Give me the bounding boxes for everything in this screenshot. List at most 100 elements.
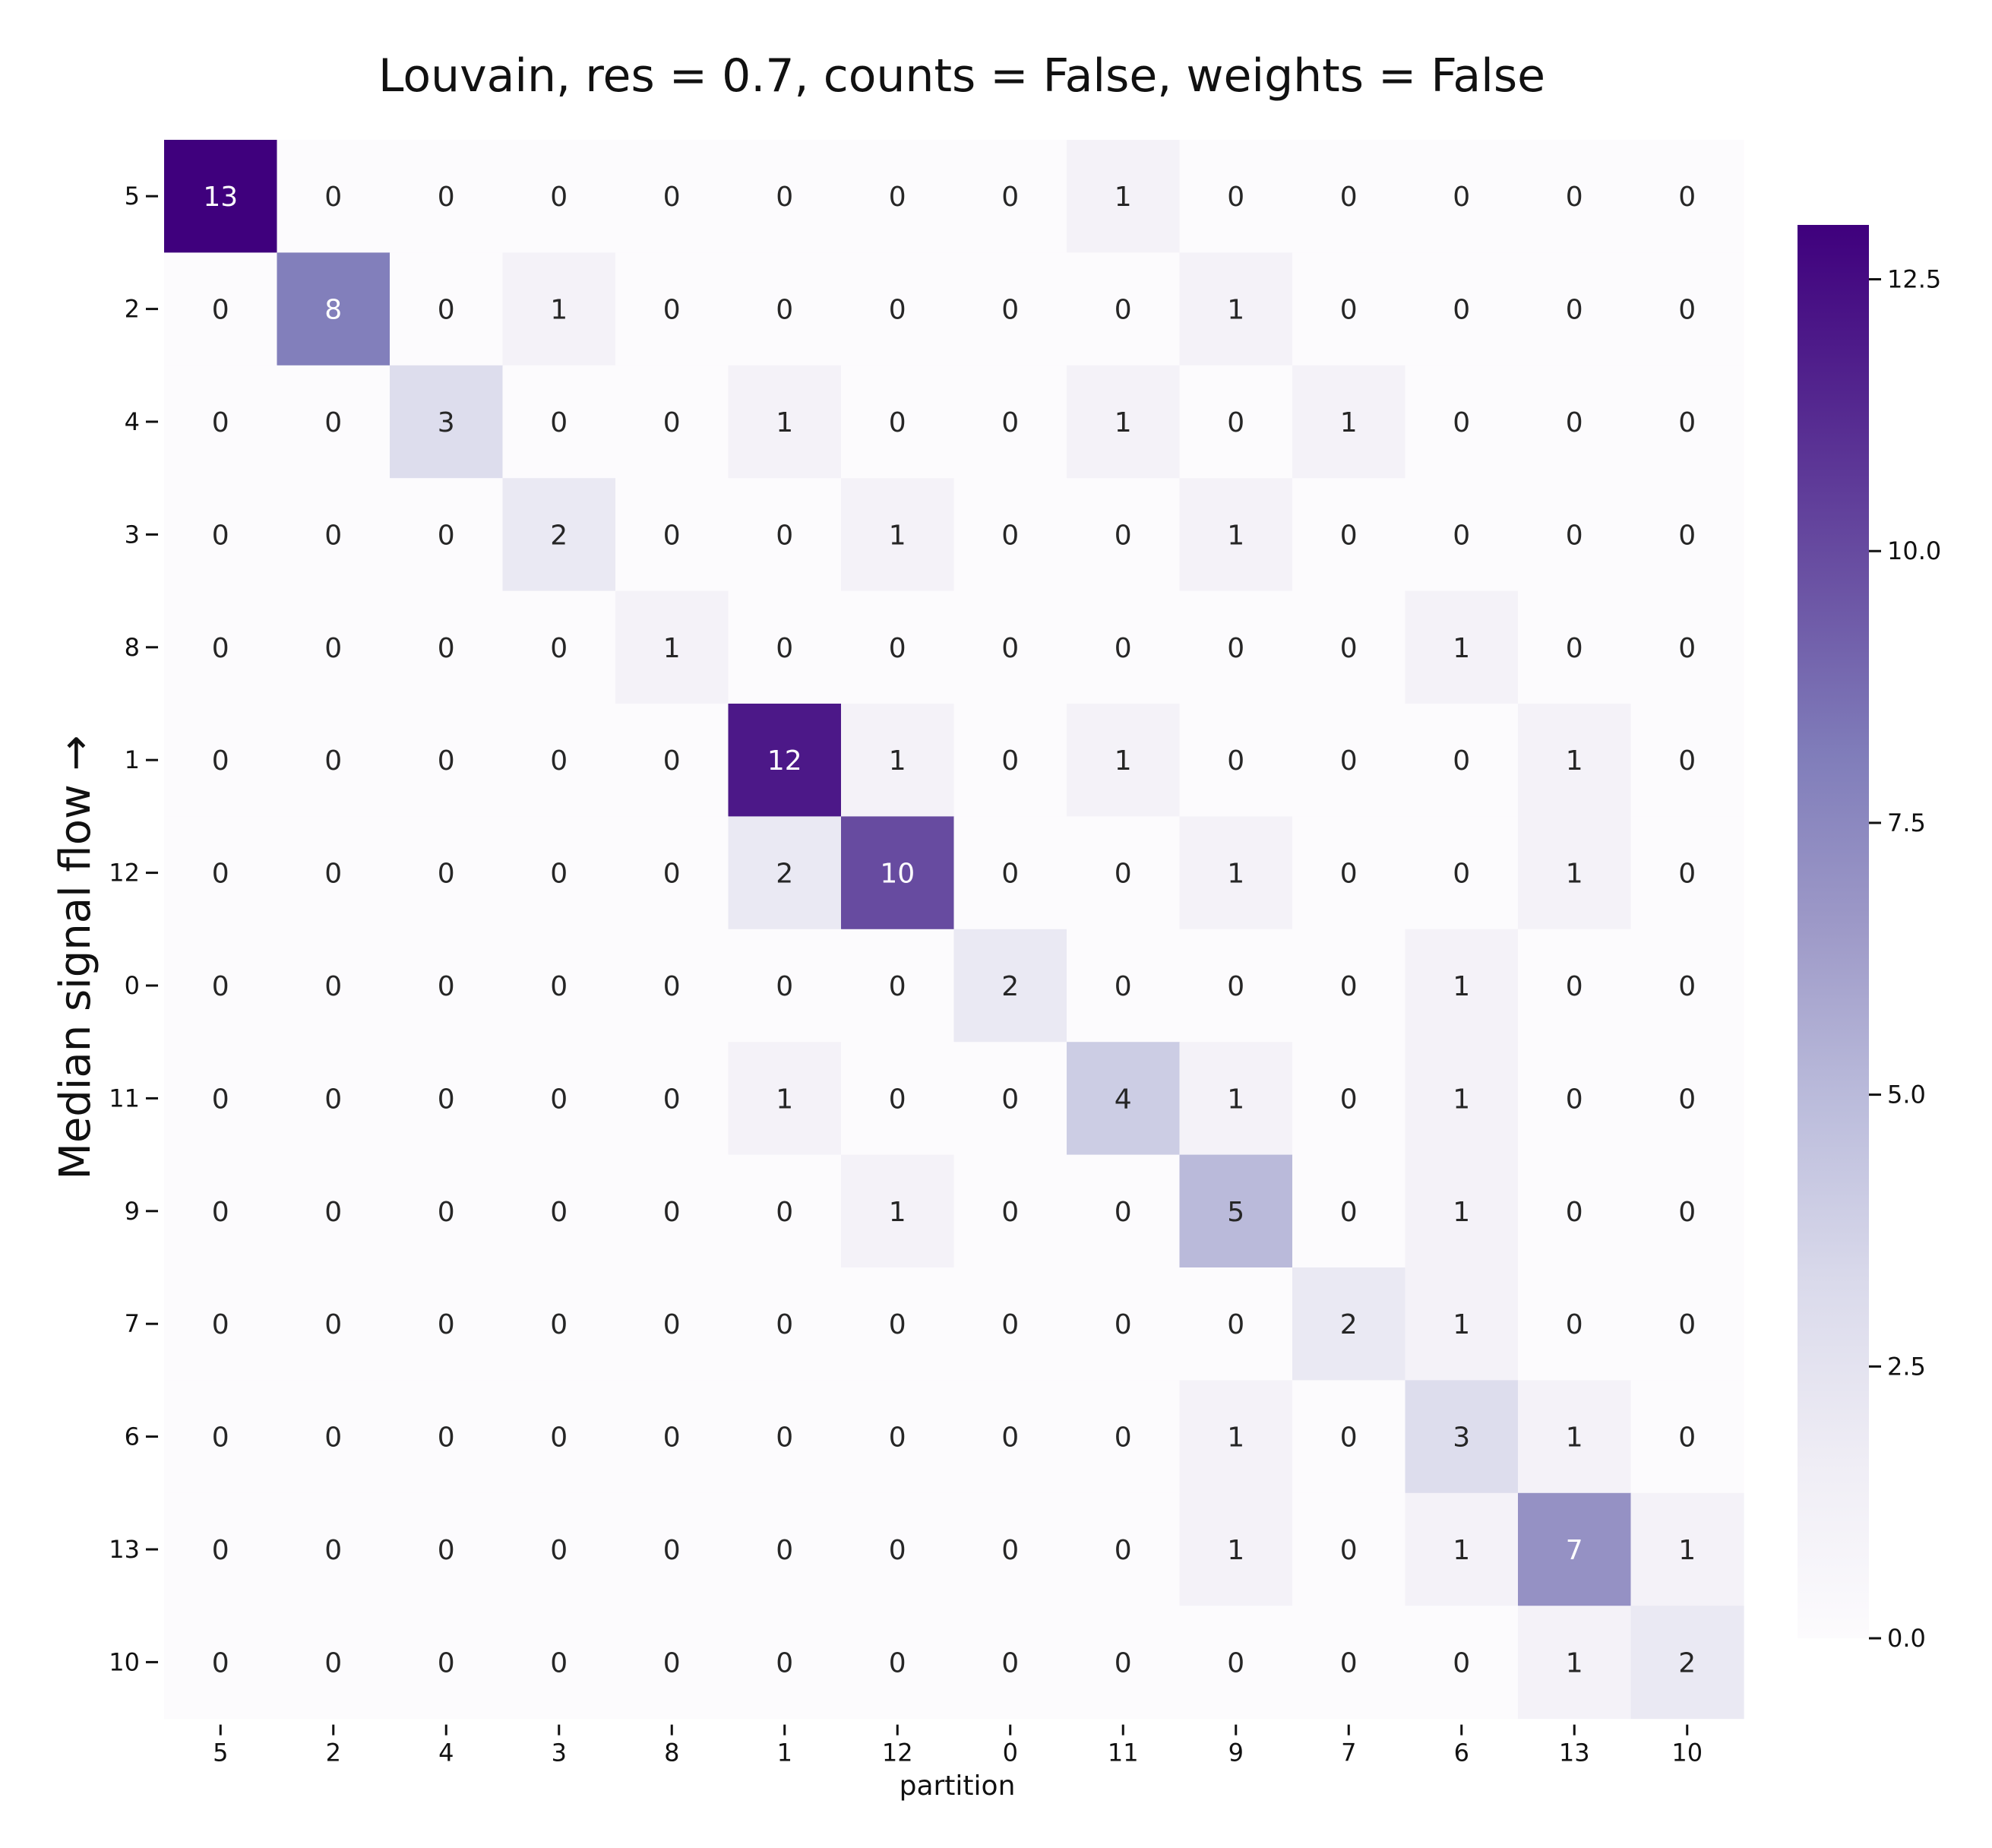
heatmap-cell xyxy=(277,1492,390,1606)
heatmap-cell xyxy=(1179,1606,1293,1720)
heatmap-cell xyxy=(615,365,729,479)
heatmap-cell xyxy=(728,929,842,1043)
cell-value-label: 0 xyxy=(324,745,342,777)
cell-value-label: 0 xyxy=(438,859,455,890)
cell-value-label: 0 xyxy=(1678,182,1696,213)
heatmap-cell xyxy=(1405,704,1519,817)
x-tick-label: 13 xyxy=(1559,1739,1590,1767)
heatmap-cell xyxy=(390,1606,504,1720)
cell-value-label: 0 xyxy=(1453,745,1470,777)
heatmap-cell xyxy=(1179,1042,1293,1156)
cell-value-label: 0 xyxy=(1340,1197,1358,1228)
cell-value-label: 0 xyxy=(1001,182,1019,213)
cell-value-label: 0 xyxy=(1566,407,1583,438)
cell-value-label: 1 xyxy=(1566,1647,1583,1679)
heatmap-cell xyxy=(1067,1267,1181,1381)
heatmap-cell xyxy=(841,1380,955,1494)
cell-value-label: 0 xyxy=(1678,407,1696,438)
heatmap-cell xyxy=(1405,816,1519,930)
heatmap-cell xyxy=(615,140,729,253)
cell-value-label: 0 xyxy=(1227,1309,1244,1340)
heatmap-cell xyxy=(1292,1380,1406,1494)
x-tick-label: 8 xyxy=(664,1739,679,1767)
y-axis-label: Median signal flow → xyxy=(51,736,100,1180)
heatmap-cell xyxy=(1067,929,1181,1043)
heatmap-cell xyxy=(1067,590,1181,704)
cell-value-label: 0 xyxy=(1227,745,1244,777)
cell-value-label: 0 xyxy=(776,182,793,213)
colorbar xyxy=(1798,225,1869,1638)
cell-value-label: 0 xyxy=(1340,1535,1358,1566)
cell-value-label: 0 xyxy=(212,295,229,326)
cell-value-label: 0 xyxy=(1678,1084,1696,1115)
heatmap-cell xyxy=(1179,1267,1293,1381)
heatmap-cell xyxy=(1630,478,1744,592)
heatmap-cell xyxy=(1067,1154,1181,1268)
cell-value-label: 0 xyxy=(1678,745,1696,777)
cell-value-label: 0 xyxy=(1340,520,1358,551)
heatmap-cell xyxy=(164,478,278,592)
cell-value-label: 0 xyxy=(324,1422,342,1454)
cell-value-label: 1 xyxy=(1227,1535,1244,1566)
heatmap-cell xyxy=(728,816,842,930)
y-tick-label: 4 xyxy=(125,407,140,436)
heatmap-cell xyxy=(841,1606,955,1720)
cell-value-label: 0 xyxy=(889,1422,906,1454)
y-tick-label: 6 xyxy=(125,1422,140,1451)
heatmap-cell xyxy=(728,478,842,592)
cell-value-label: 0 xyxy=(1001,1309,1019,1340)
heatmap-cell xyxy=(953,1380,1067,1494)
heatmap-cell xyxy=(728,1267,842,1381)
cell-value-label: 0 xyxy=(1115,859,1132,890)
heatmap-cell xyxy=(1179,816,1293,930)
cell-value-label: 0 xyxy=(889,1309,906,1340)
heatmap-cell xyxy=(1067,816,1181,930)
cell-value-label: 0 xyxy=(1678,1197,1696,1228)
heatmap-cell xyxy=(164,590,278,704)
cell-value-label: 0 xyxy=(776,1647,793,1679)
heatmap-cell xyxy=(728,1492,842,1606)
heatmap-cell xyxy=(277,1606,390,1720)
heatmap-cell xyxy=(277,1154,390,1268)
cell-value-label: 0 xyxy=(1001,633,1019,664)
cell-value-label: 0 xyxy=(1001,1197,1019,1228)
heatmap-cell xyxy=(615,590,729,704)
heatmap-cell xyxy=(1067,252,1181,366)
cell-value-label: 0 xyxy=(663,1535,681,1566)
heatmap-cell xyxy=(164,1380,278,1494)
cell-value-label: 1 xyxy=(1227,295,1244,326)
heatmap-cell xyxy=(1067,1606,1181,1720)
cell-value-label: 0 xyxy=(1340,1084,1358,1115)
heatmap-cell xyxy=(1518,252,1632,366)
cell-value-label: 0 xyxy=(1001,407,1019,438)
heatmap-cell xyxy=(277,704,390,817)
heatmap-cell xyxy=(953,478,1067,592)
heatmap-cell xyxy=(164,816,278,930)
cell-value-label: 1 xyxy=(1453,633,1470,664)
heatmap-cell xyxy=(1292,478,1406,592)
heatmap-cell xyxy=(1067,1492,1181,1606)
heatmap-cell xyxy=(502,704,616,817)
cell-value-label: 0 xyxy=(1001,520,1019,551)
cell-value-label: 0 xyxy=(889,182,906,213)
heatmap-cell xyxy=(277,365,390,479)
heatmap-cell xyxy=(1292,704,1406,817)
cell-value-label: 0 xyxy=(212,745,229,777)
heatmap-cell xyxy=(841,704,955,817)
heatmap-cell xyxy=(277,140,390,253)
heatmap-cell xyxy=(953,929,1067,1043)
heatmap-cell xyxy=(390,704,504,817)
heatmap-cell xyxy=(1630,590,1744,704)
cell-value-label: 0 xyxy=(212,971,229,1002)
cell-value-label: 1 xyxy=(1566,745,1583,777)
x-tick-label: 10 xyxy=(1671,1739,1703,1767)
heatmap-cell xyxy=(1179,1492,1293,1606)
cell-value-label: 0 xyxy=(776,1535,793,1566)
heatmap-cell xyxy=(164,365,278,479)
heatmap-cell xyxy=(728,365,842,479)
heatmap-cell xyxy=(1405,252,1519,366)
heatmap-cell xyxy=(1630,1154,1744,1268)
cell-value-label: 2 xyxy=(1340,1309,1358,1340)
heatmap-cell xyxy=(1405,1267,1519,1381)
heatmap-cell xyxy=(1518,1154,1632,1268)
